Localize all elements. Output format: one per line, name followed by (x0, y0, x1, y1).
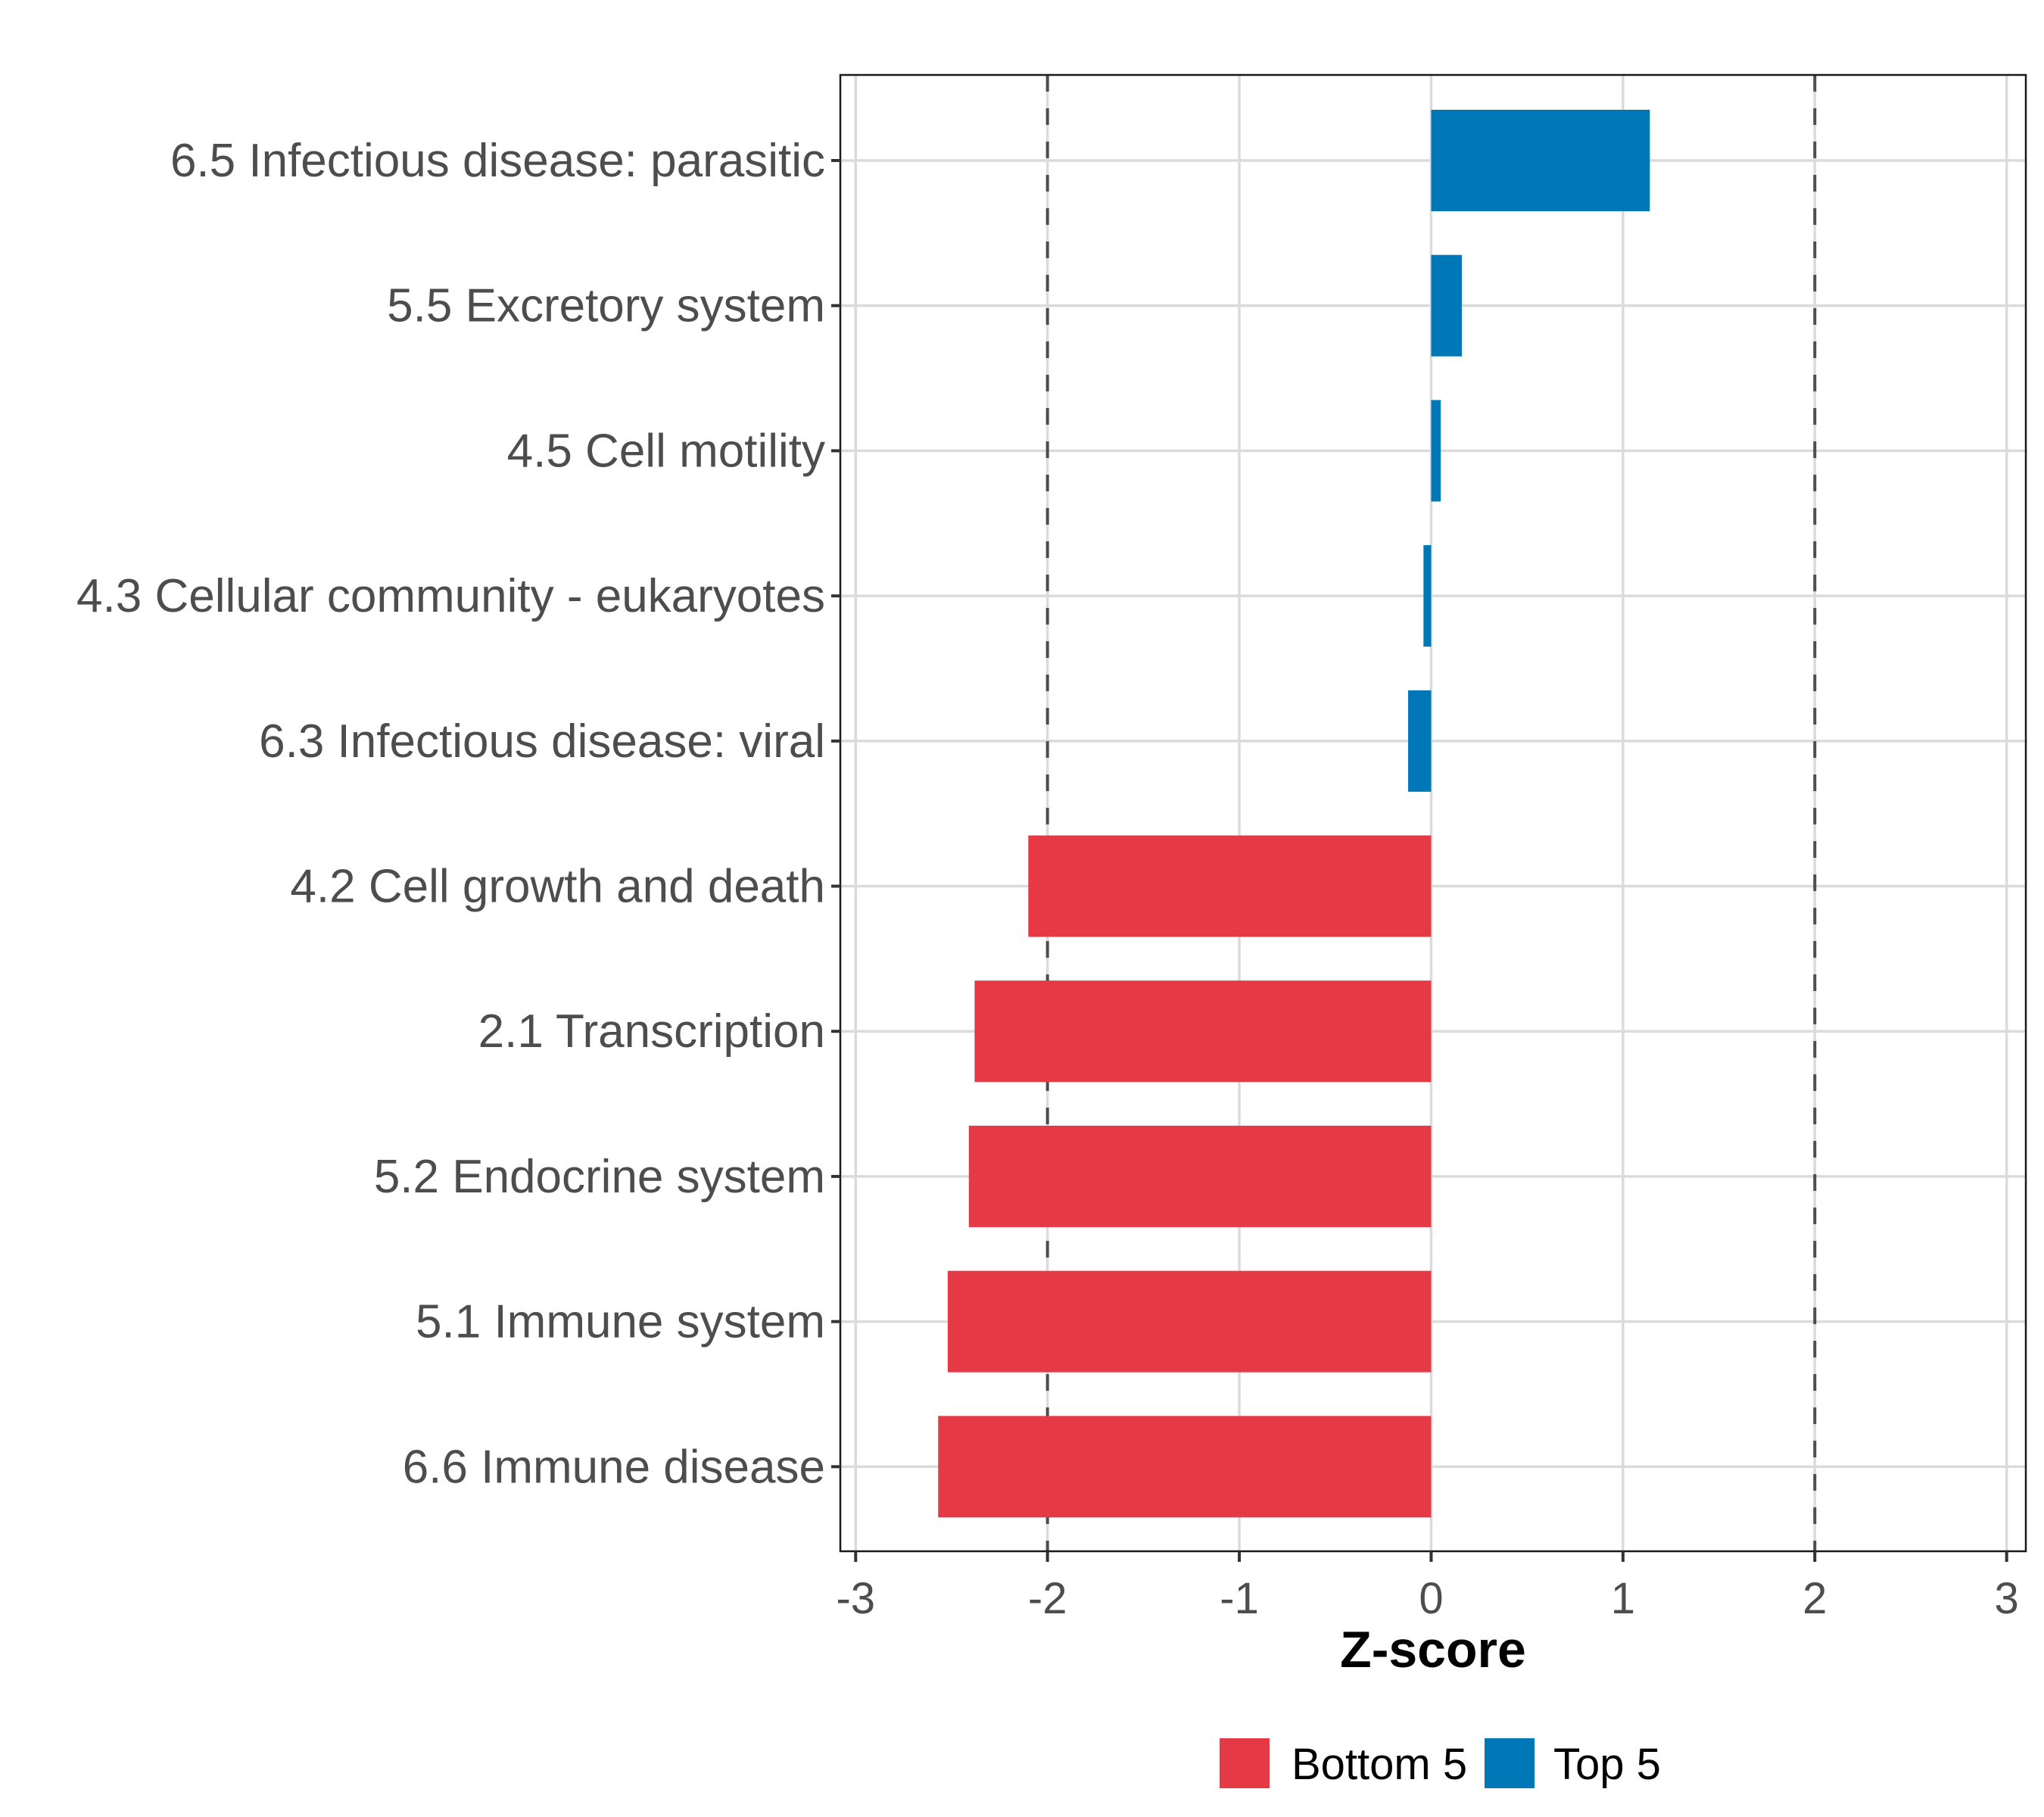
y-tick-label: 4.2 Cell growth and death (290, 861, 825, 913)
y-tick-label: 6.5 Infectious disease: parasitic (170, 135, 825, 187)
x-tick-label: -1 (1220, 1574, 1259, 1623)
y-tick-label: 2.1 Transcription (478, 1005, 825, 1058)
y-tick-label: 6.6 Immune disease (403, 1441, 825, 1493)
bar (974, 980, 1432, 1083)
x-tick-label: 1 (1611, 1574, 1635, 1623)
bar (938, 1416, 1432, 1518)
y-tick-label: 5.1 Immune system (416, 1296, 825, 1348)
y-tick-label: 6.3 Infectious disease: viral (259, 715, 825, 768)
x-tick-label: -3 (836, 1574, 875, 1623)
bars (938, 110, 1650, 1518)
bar (1423, 545, 1432, 647)
legend-swatch (1220, 1738, 1270, 1788)
x-tick-label: 3 (1995, 1574, 2019, 1623)
bar (1408, 690, 1432, 792)
x-tick-label: 2 (1803, 1574, 1827, 1623)
bar (947, 1270, 1432, 1373)
x-axis-title: Z-score (1340, 1621, 1526, 1678)
legend-swatch (1485, 1738, 1535, 1788)
y-tick-label: 5.2 Endocrine system (374, 1151, 825, 1203)
bar (1431, 110, 1650, 211)
x-axis: -3 -2 -1 0 1 2 3 (836, 1551, 2019, 1623)
legend-label: Bottom 5 (1292, 1740, 1467, 1789)
y-axis: 6.5 Infectious disease: parasitic 5.5 Exc… (76, 135, 840, 1493)
legend: Bottom 5 Top 5 (1220, 1738, 1661, 1789)
bar (1431, 254, 1463, 357)
plot-panel-border (839, 73, 2027, 1553)
x-tick-label: -2 (1028, 1574, 1067, 1623)
y-tick-label: 5.5 Excretory system (387, 280, 825, 332)
bar (1431, 400, 1441, 502)
reference-lines (1045, 75, 1817, 1551)
y-tick-label: 4.3 Cellular community - eukaryotes (76, 570, 825, 622)
legend-label: Top 5 (1553, 1740, 1661, 1789)
x-tick-label: 0 (1419, 1574, 1443, 1623)
bar (968, 1125, 1432, 1227)
y-tick-label: 4.5 Cell motility (507, 425, 825, 477)
bar (1028, 835, 1432, 937)
